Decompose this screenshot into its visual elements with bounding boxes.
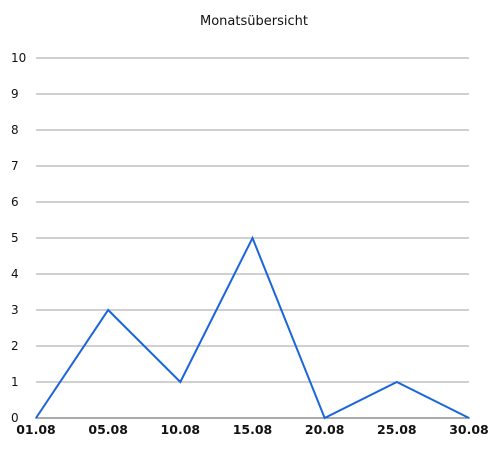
y-tick-label: 6 <box>11 195 19 209</box>
y-axis-labels: 0 1 2 3 4 5 6 7 8 9 10 <box>11 51 26 425</box>
data-point-30.08 <box>468 417 470 419</box>
x-tick-label: 05.08 <box>88 422 128 437</box>
y-tick-label: 8 <box>11 123 19 137</box>
y-tick-label: 0 <box>11 411 19 425</box>
data-point-05.08 <box>107 309 109 311</box>
x-tick-label: 30.08 <box>449 422 489 437</box>
data-point-25.08 <box>396 381 398 383</box>
y-tick-label: 5 <box>11 231 19 245</box>
data-point-10.08 <box>179 381 182 383</box>
y-tick-label: 3 <box>11 303 19 317</box>
grid-lines <box>36 57 469 419</box>
x-tick-label: 15.08 <box>233 422 273 437</box>
y-tick-label: 10 <box>11 51 26 65</box>
series-line-0 <box>35 235 470 420</box>
y-tick-label: 2 <box>11 339 19 353</box>
x-tick-label: 10.08 <box>161 422 201 437</box>
x-tick-label: 01.08 <box>16 422 56 437</box>
x-tick-label: 20.08 <box>305 422 345 437</box>
data-point-20.08 <box>323 417 326 419</box>
series <box>35 235 470 420</box>
y-tick-label: 7 <box>11 159 19 173</box>
x-tick-label: 25.08 <box>377 422 417 437</box>
y-tick-label: 4 <box>11 267 19 281</box>
y-tick-label: 9 <box>11 87 19 101</box>
chart-title: Monatsübersicht <box>200 14 308 29</box>
data-point-01.08 <box>35 417 37 419</box>
x-axis-labels: 01.08 05.08 10.08 15.08 20.08 25.08 30.08 <box>16 422 489 437</box>
y-tick-label: 1 <box>11 375 19 389</box>
data-point-15.08 <box>251 237 254 239</box>
